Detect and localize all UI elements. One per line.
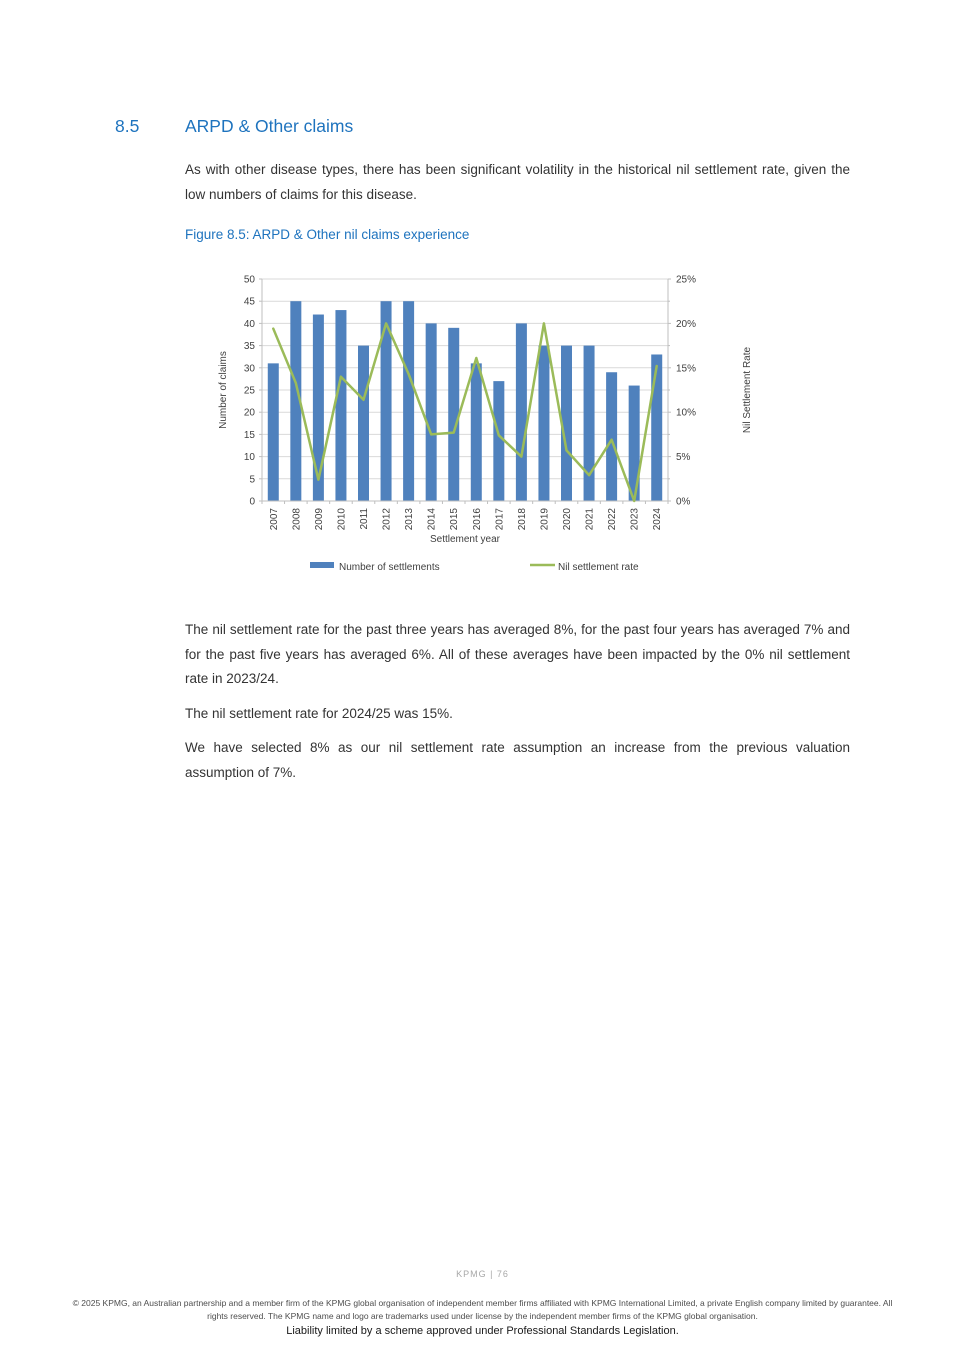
legend-bar-swatch	[310, 562, 334, 568]
figure-caption: Figure 8.5: ARPD & Other nil claims expe…	[185, 227, 470, 242]
left-axis-tick-label: 50	[244, 275, 256, 286]
chart-legend: Number of settlements Nil settlement rate	[310, 562, 639, 573]
left-axis-tick-label: 5	[249, 474, 255, 485]
x-axis-tick-label: 2017	[494, 508, 505, 531]
bar-2021	[583, 345, 595, 501]
x-axis-tick-label: 2012	[382, 508, 393, 531]
x-axis-tick-label: 2015	[449, 508, 460, 531]
left-axis-tick-label: 45	[244, 297, 256, 308]
gridlines	[262, 278, 668, 480]
left-axis-tick-label: 40	[244, 319, 256, 330]
nil-settlement-rate-line	[272, 322, 658, 503]
bar-2013	[403, 301, 415, 501]
bar-2020	[561, 345, 572, 501]
left-axis-tick-label: 25	[244, 386, 256, 397]
bar-2018	[515, 323, 527, 501]
x-axis-tick-label: 2019	[539, 508, 550, 531]
body-paragraph: The nil settlement rate for 2024/25 was …	[185, 705, 453, 721]
bar-2015	[448, 327, 460, 501]
section-title: ARPD & Other claims	[185, 116, 354, 136]
bar-2014	[425, 323, 437, 501]
liability-text: Liability limited by a scheme approved u…	[286, 1325, 679, 1337]
bar-2016	[470, 363, 482, 501]
x-axis-tick-label: 2021	[585, 508, 596, 531]
left-axis-tick-label: 35	[244, 341, 256, 352]
bars-number-of-settlements	[267, 301, 663, 501]
legend-label-nil-settlement-rate: Nil settlement rate	[558, 562, 639, 573]
right-axis-tick-label: 10%	[676, 408, 696, 419]
axis-ticks	[259, 278, 671, 504]
left-axis-tick-label: 10	[244, 452, 256, 463]
combo-chart-svg: 0 5 10 15 20 25 30 35 40 45 50 0% 5% 10% 15% 20% 25% 2007…	[218, 275, 753, 574]
x-axis-tick-label: 2023	[630, 508, 641, 531]
bar-2010	[335, 310, 347, 501]
x-axis-title: Settlement year	[430, 534, 501, 545]
x-axis-tick-label: 2020	[562, 508, 573, 531]
left-axis-tick-label: 30	[244, 363, 256, 374]
section-number: 8.5	[115, 116, 140, 136]
intro-paragraph: As with other disease types, there has b…	[185, 162, 850, 202]
bar-2024	[651, 354, 663, 501]
x-axis-tick-label: 2014	[427, 508, 438, 531]
bar-2012	[380, 301, 392, 501]
x-axis-tick-label: 2022	[607, 508, 618, 531]
bar-2007	[267, 363, 279, 501]
figure-8-5-chart: 0 5 10 15 20 25 30 35 40 45 50 0% 5% 10% 15% 20% 25% 2007…	[210, 269, 770, 586]
left-axis-tick-label: 15	[244, 430, 256, 441]
x-axis-tick-label: 2016	[472, 508, 483, 531]
right-axis-tick-label: 15%	[676, 363, 696, 374]
x-axis-tick-label: 2024	[652, 508, 663, 531]
bar-2011	[358, 345, 369, 501]
bar-2008	[290, 301, 302, 501]
left-axis-title: Number of claims	[218, 351, 229, 429]
bar-2022	[606, 372, 618, 501]
page-footer: KPMG | 76 © 2025 KPMG, an Australian par…	[0, 1269, 965, 1337]
right-axis-tick-label: 20%	[676, 319, 696, 330]
left-axis-tick-label: 20	[244, 408, 256, 419]
x-axis-tick-label: 2008	[291, 508, 302, 531]
x-axis-tick-label: 2011	[359, 508, 370, 530]
section-heading: 8.5 ARPD & Other claims	[115, 116, 850, 137]
x-axis-tick-label: 2018	[517, 508, 528, 531]
right-axis-tick-label: 0%	[676, 497, 691, 508]
right-axis-tick-label: 25%	[676, 275, 696, 286]
left-axis-tick-label: 0	[249, 497, 255, 508]
x-axis-tick-label: 2013	[404, 508, 415, 531]
body-paragraph: The nil settlement rate for the past thr…	[185, 622, 850, 686]
bar-2017	[493, 381, 505, 501]
x-axis-tick-label: 2009	[314, 508, 325, 531]
right-axis-title: Nil Settlement Rate	[742, 346, 753, 433]
body-paragraph: We have selected 8% as our nil settlemen…	[185, 740, 850, 780]
copyright-text: © 2025 KPMG, an Australian partnership a…	[72, 1298, 893, 1321]
legend-label-number-of-settlements: Number of settlements	[339, 562, 440, 573]
x-axis-tick-label: 2007	[269, 508, 280, 531]
page-number-label: KPMG | 76	[456, 1269, 509, 1279]
x-axis-tick-label: 2010	[336, 508, 347, 531]
bar-2023	[628, 385, 640, 501]
right-axis-tick-label: 5%	[676, 452, 691, 463]
bar-2009	[312, 314, 324, 501]
bar-2019	[538, 345, 550, 501]
